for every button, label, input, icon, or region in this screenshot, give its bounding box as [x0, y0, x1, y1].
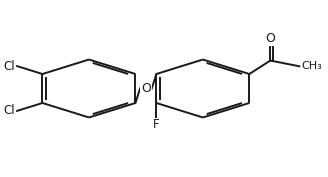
Text: O: O	[141, 82, 151, 95]
Text: F: F	[153, 118, 160, 131]
Text: O: O	[265, 32, 275, 45]
Text: Cl: Cl	[4, 60, 15, 73]
Text: CH₃: CH₃	[301, 61, 322, 71]
Text: Cl: Cl	[4, 104, 15, 117]
